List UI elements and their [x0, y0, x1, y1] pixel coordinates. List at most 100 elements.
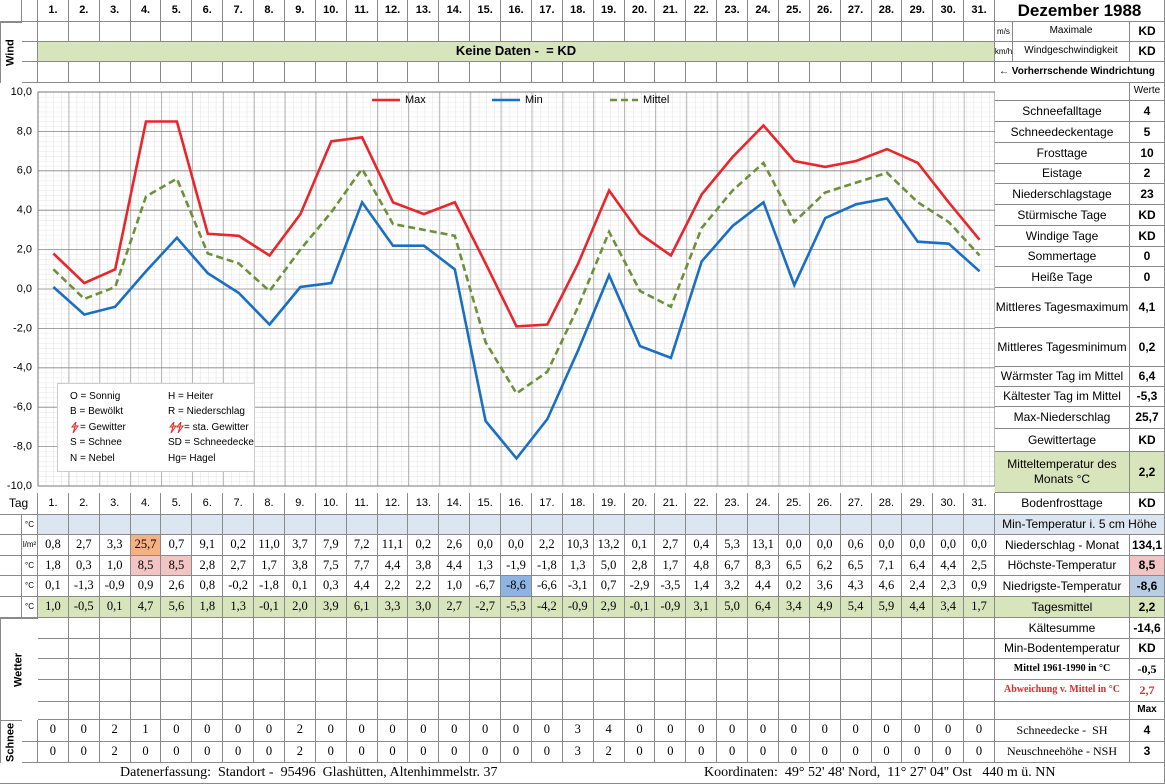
- mean-value: 3,3: [377, 597, 409, 618]
- wind-cell: [439, 22, 471, 42]
- weather-cell: [130, 680, 162, 702]
- wind-cell: [809, 22, 841, 42]
- day-header: 24.: [748, 0, 779, 22]
- day-header: 1.: [38, 0, 69, 22]
- weather-cell: [624, 702, 656, 720]
- weather-cell: [871, 702, 903, 720]
- weather-cell: [902, 659, 934, 680]
- weather-cell: [68, 639, 100, 659]
- weather-cell: [439, 659, 471, 680]
- snow-row-label: Schneedecke - SH: [995, 720, 1130, 742]
- snow-value: 0: [377, 741, 409, 763]
- mean-value: -2,7: [470, 597, 502, 618]
- stat-label: Niederschlag - Monat: [995, 535, 1130, 556]
- precip-value: 11,0: [254, 535, 285, 556]
- weather-cell: [933, 618, 965, 639]
- weather-cell: [717, 659, 749, 680]
- max-value: 1,3: [562, 556, 594, 576]
- mean-value: 2,9: [593, 597, 625, 618]
- precip-value: 7,9: [315, 535, 347, 556]
- blank: [22, 720, 38, 742]
- wind-direction-cell: [284, 62, 316, 83]
- snow-value: 0: [161, 741, 193, 763]
- weather-cell: [501, 639, 532, 659]
- snow-value: 0: [346, 720, 378, 742]
- max-value: 4,8: [686, 556, 718, 576]
- weather-cell: [531, 702, 563, 720]
- weather-cell: [254, 639, 285, 659]
- weather-cell: [315, 702, 347, 720]
- weather-cell: [624, 618, 656, 639]
- snow-value: 0: [902, 720, 934, 742]
- weather-cell: [902, 618, 934, 639]
- max-value: -1,9: [501, 556, 532, 576]
- mean-value: 5,6: [161, 597, 193, 618]
- wind-direction-cell: [593, 62, 625, 83]
- day-label: 30.: [933, 493, 965, 515]
- weather-cell: [68, 618, 100, 639]
- y-tick-label: 10,0: [11, 86, 32, 98]
- blank: [0, 515, 22, 535]
- day-header: 21.: [655, 0, 687, 22]
- snow-value: 4: [593, 720, 625, 742]
- min-value: 2,2: [408, 576, 440, 597]
- weather-cell: [161, 618, 193, 639]
- snow-value: 2: [284, 720, 316, 742]
- weather-cell: [68, 659, 100, 680]
- max-value: 6,2: [809, 556, 841, 576]
- day-header: 18.: [562, 0, 594, 22]
- weather-cell: [809, 702, 841, 720]
- day-label: 12.: [377, 493, 409, 515]
- snow-value: 0: [933, 741, 965, 763]
- min-value: 0,7: [593, 576, 625, 597]
- weather-cell: [871, 618, 903, 639]
- weather-cell: [408, 702, 440, 720]
- weather-cell: [315, 680, 347, 702]
- mean-value: -0,9: [562, 597, 594, 618]
- stat-value: -14,6: [1130, 618, 1165, 639]
- wind-direction-cell: [408, 62, 440, 83]
- wind-direction-cell: [933, 62, 965, 83]
- precip-value: 2,7: [655, 535, 687, 556]
- day-header: 6.: [192, 0, 224, 22]
- precip-value: 10,3: [562, 535, 594, 556]
- wind-direction-cell: [562, 62, 594, 83]
- max-value: 1,3: [470, 556, 502, 576]
- min5cm-cell: [840, 515, 872, 535]
- summary-value: KD: [1130, 429, 1165, 452]
- weather-cell: [562, 659, 594, 680]
- blank: [22, 22, 38, 42]
- snow-value: 0: [470, 720, 502, 742]
- day-header: 7.: [223, 0, 255, 22]
- stat-value: 2,7: [1130, 680, 1165, 702]
- snow-value: 0: [964, 720, 995, 742]
- day-label: 20.: [624, 493, 656, 515]
- max-value: 6,5: [840, 556, 872, 576]
- blank: [22, 0, 38, 22]
- weather-cell: [686, 618, 718, 639]
- mean-value: 5,0: [717, 597, 749, 618]
- weather-cell: [778, 618, 810, 639]
- no-data-band: Keine Daten - = KD: [38, 42, 995, 62]
- max-value: 6,4: [902, 556, 934, 576]
- min5cm-cell: [284, 515, 316, 535]
- mean-value: -4,2: [531, 597, 563, 618]
- stat-label: Niedrigste-Temperatur: [995, 576, 1130, 597]
- weather-cell: [562, 680, 594, 702]
- wind-cell: [902, 22, 934, 42]
- min-value: 2,3: [933, 576, 965, 597]
- day-header: 22.: [686, 0, 718, 22]
- snow-value: 2: [593, 741, 625, 763]
- snow-value: 3: [562, 720, 594, 742]
- max-value: 5,0: [593, 556, 625, 576]
- weather-cell: [223, 659, 255, 680]
- weather-cell: [501, 702, 532, 720]
- snow-value: 0: [686, 741, 718, 763]
- snow-value: 0: [809, 720, 841, 742]
- weather-cell: [809, 618, 841, 639]
- stat-label: Mittel 1961-1990 in °C: [995, 659, 1130, 680]
- legend-item: R = Niederschlag: [168, 406, 245, 417]
- mean-value: 0,1: [99, 597, 131, 618]
- day-header: 10.: [315, 0, 347, 22]
- min5cm-cell: [778, 515, 810, 535]
